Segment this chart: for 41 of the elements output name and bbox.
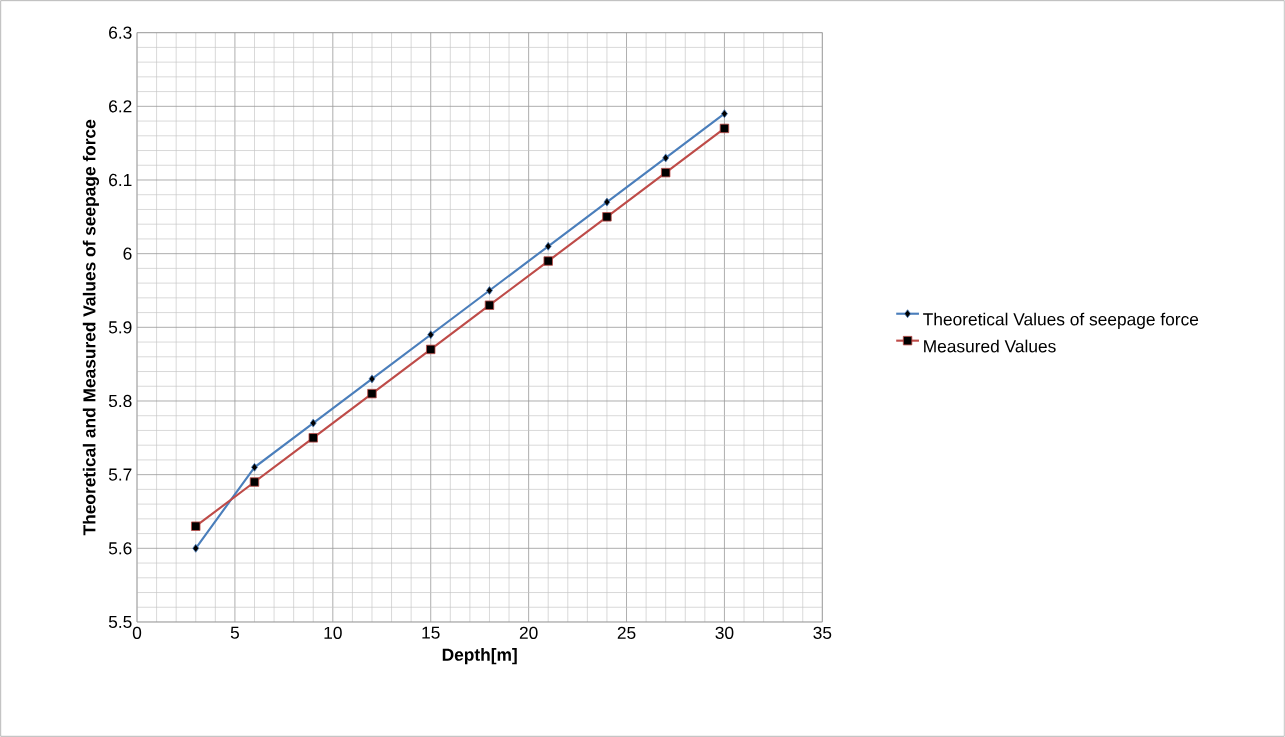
point <box>367 388 377 399</box>
legend-label: Theoretical Values of seepage force <box>923 312 1199 329</box>
x-tick-label: 25 <box>617 626 636 639</box>
point <box>544 241 552 251</box>
x-tick-label: 35 <box>813 626 832 639</box>
x-tick-label: 20 <box>519 626 538 639</box>
x-tick-label: 5 <box>230 626 239 639</box>
point <box>249 477 260 487</box>
point <box>484 300 495 310</box>
point <box>308 433 318 443</box>
y-tick-label: 5.8 <box>108 394 132 408</box>
y-axis-title: Theoretical and Measured Values of seepage force <box>82 119 100 536</box>
point <box>192 543 200 553</box>
point <box>662 153 670 163</box>
y-tick-label: 5.7 <box>108 468 132 481</box>
point <box>251 462 258 472</box>
point <box>427 330 435 340</box>
legend-label: Measured Values <box>924 339 1056 353</box>
y-tick-label: 5.6 <box>108 542 132 555</box>
x-tick-label: 15 <box>422 626 440 639</box>
x-axis-title: Depth[m] <box>442 648 517 665</box>
point <box>543 256 553 266</box>
point <box>426 344 436 355</box>
y-tick-label: 5.5 <box>108 615 132 629</box>
point <box>368 374 376 384</box>
y-tick-label: 6.3 <box>109 26 132 39</box>
point <box>603 197 611 207</box>
point <box>486 286 493 295</box>
point <box>721 109 728 119</box>
point <box>309 418 317 428</box>
x-tick-label: 10 <box>324 626 342 639</box>
point <box>661 167 671 178</box>
y-tick-label: 5.9 <box>108 321 132 334</box>
y-tick-label: 6.1 <box>109 173 132 187</box>
point <box>602 212 612 222</box>
x-tick-label: 0 <box>132 626 142 639</box>
y-tick-label: 6.2 <box>109 100 132 113</box>
point <box>191 521 201 531</box>
point <box>719 123 730 134</box>
y-tick-label: 6 <box>123 247 132 260</box>
x-tick-label: 30 <box>715 626 734 639</box>
